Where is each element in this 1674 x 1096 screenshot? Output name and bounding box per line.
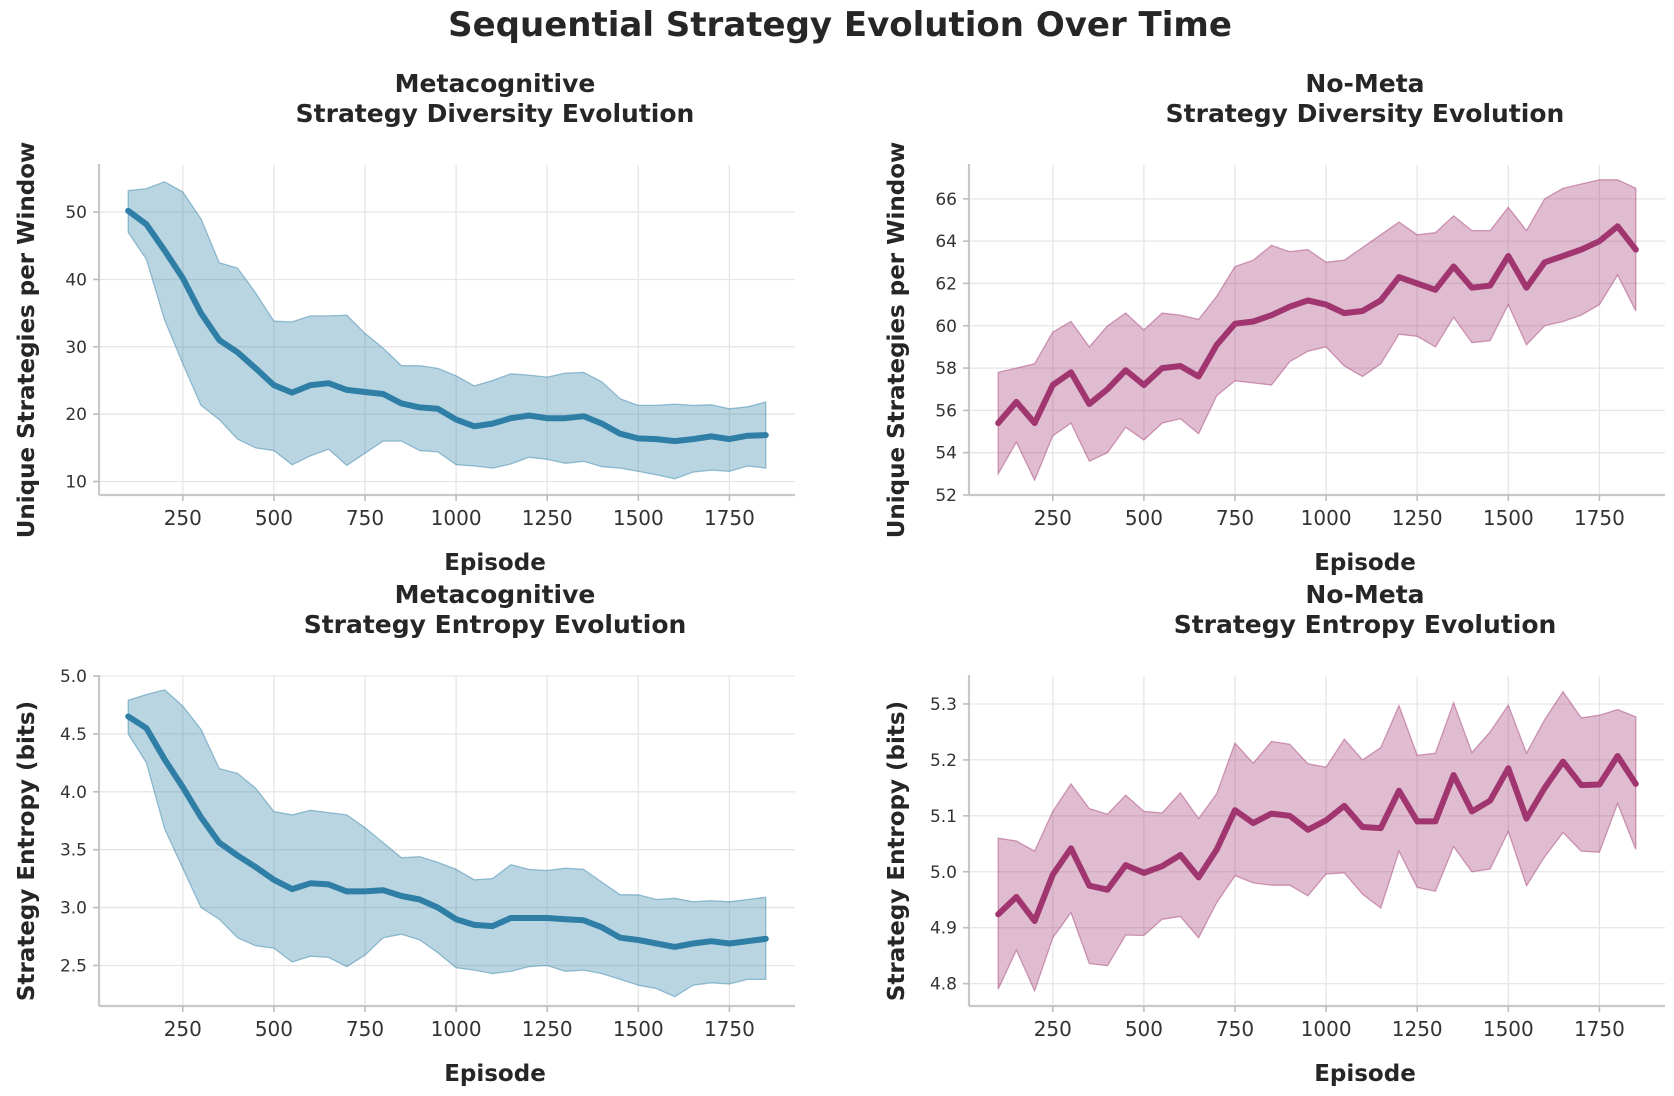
y-tick-label: 58 [935,359,957,379]
x-tick-label: 1750 [1574,1017,1625,1041]
x-tick-label: 1000 [431,1017,482,1041]
subplot-title-line1: Metacognitive [395,69,596,98]
x-tick-label: 1500 [1483,506,1534,530]
x-tick-label: 250 [1034,506,1072,530]
y-tick-label: 56 [935,401,957,421]
y-tick-label: 2.5 [60,956,87,976]
x-tick-label: 1500 [1483,1017,1534,1041]
confidence-band [997,179,1637,482]
x-tick-label: 500 [255,1017,293,1041]
confidence-band [127,689,767,998]
x-tick-label: 1250 [1392,1017,1443,1041]
y-axis-label: Unique Strategies per Window [884,142,910,539]
y-tick-label: 20 [65,405,87,425]
confidence-band [997,690,1637,993]
subplot-title-line2: Strategy Diversity Evolution [296,99,695,128]
y-tick-label: 5.1 [930,807,957,827]
mean-line [995,753,1639,924]
y-tick-label: 10 [65,473,87,493]
subplot-title-line2: Strategy Entropy Evolution [304,610,687,639]
subplot-2: 250 500 750 1000 1250 1500 1750 52 54 56 58 60 62 64 6… [884,69,1665,576]
subplot-3: 250 500 750 1000 1250 1500 1750 2.5 3.0 3.5 4.0 4.5… [14,580,795,1087]
x-tick-label: 1750 [1574,506,1625,530]
x-axis-label: Episode [444,1061,546,1087]
subplot-title-line1: No-Meta [1305,580,1424,609]
mean-line [125,713,769,950]
x-tick-label: 750 [1216,1017,1254,1041]
y-tick-label: 4.8 [930,975,957,995]
y-tick-label: 5.0 [60,667,87,687]
y-tick-label: 3.5 [60,841,87,861]
x-tick-label: 1750 [704,506,755,530]
x-tick-label: 750 [346,506,384,530]
y-tick-label: 50 [65,203,87,223]
x-tick-label: 1250 [1392,506,1443,530]
x-tick-label: 750 [1216,506,1254,530]
figure-title: Sequential Strategy Evolution Over Time [448,5,1232,45]
x-tick-label: 250 [164,1017,202,1041]
mean-line [995,223,1639,427]
x-tick-label: 500 [1125,506,1163,530]
x-tick-label: 1000 [1301,1017,1352,1041]
subplot-4: 250 500 750 1000 1250 1500 1750 4.8 4.9 5.0 5.1 5.2… [884,580,1665,1087]
confidence-band [127,181,767,480]
subplot-title-line1: No-Meta [1305,69,1424,98]
x-tick-label: 1250 [522,1017,573,1041]
x-tick-label: 1500 [613,1017,664,1041]
subplot-1: 250 500 750 1000 1250 1500 1750 10 20 30 40 50 Metac… [14,69,795,576]
y-tick-label: 40 [65,270,87,290]
y-tick-label: 66 [935,190,957,210]
y-tick-label: 52 [935,486,957,506]
y-axis-label: Unique Strategies per Window [14,142,40,539]
x-axis-label: Episode [444,550,546,576]
y-tick-label: 5.2 [930,751,957,771]
x-axis-label: Episode [1314,1061,1416,1087]
x-tick-label: 1000 [431,506,482,530]
y-tick-label: 4.5 [60,725,87,745]
x-tick-label: 1250 [522,506,573,530]
y-tick-label: 4.0 [60,783,87,803]
mean-line [125,207,769,445]
x-tick-label: 750 [346,1017,384,1041]
y-tick-label: 5.0 [930,863,957,883]
y-tick-label: 30 [65,338,87,358]
subplot-title-line2: Strategy Diversity Evolution [1166,99,1565,128]
x-tick-label: 250 [1034,1017,1072,1041]
y-tick-label: 4.9 [930,919,957,939]
y-axis-label: Strategy Entropy (bits) [884,701,910,1001]
y-tick-label: 60 [935,317,957,337]
y-axis-label: Strategy Entropy (bits) [14,701,40,1001]
x-tick-label: 1500 [613,506,664,530]
subplot-title-line2: Strategy Entropy Evolution [1174,610,1557,639]
y-tick-label: 3.0 [60,899,87,919]
subplot-title-line1: Metacognitive [395,580,596,609]
x-tick-label: 250 [164,506,202,530]
x-tick-label: 1000 [1301,506,1352,530]
y-tick-label: 54 [935,444,957,464]
y-tick-label: 62 [935,274,957,294]
x-tick-label: 1750 [704,1017,755,1041]
y-tick-label: 64 [935,232,957,252]
x-tick-label: 500 [255,506,293,530]
x-tick-label: 500 [1125,1017,1163,1041]
x-axis-label: Episode [1314,550,1416,576]
y-tick-label: 5.3 [930,695,957,715]
